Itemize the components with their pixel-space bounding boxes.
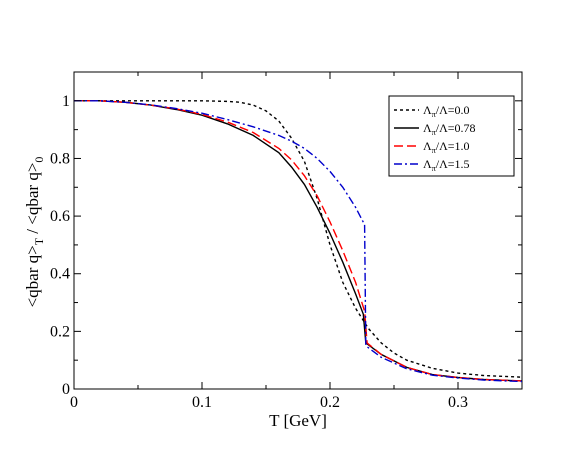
y-label-main: <qbar q> <box>23 245 42 307</box>
y-tick-label: 0 <box>62 381 70 398</box>
x-tick-label: 0.1 <box>192 394 212 411</box>
y-axis-label: <qbar q>T / <qbar q>0 <box>23 157 46 308</box>
y-label-mid: / <qbar q> <box>23 163 42 238</box>
y-tick-label: 0.4 <box>50 266 70 283</box>
x-axis: 0 0.1 0.2 0.3 <box>70 72 468 411</box>
legend-label-0: Λπ/Λ=0.0 <box>423 103 470 119</box>
legend: Λπ/Λ=0.0 Λπ/Λ=0.78 Λπ/Λ=1.0 Λπ/Λ=1.5 <box>388 95 515 177</box>
series-line-3 <box>74 100 523 383</box>
y-tick-label: 0.8 <box>50 150 70 167</box>
legend-label-3: Λπ/Λ=1.5 <box>423 157 470 173</box>
y-label-sub-2: 0 <box>32 157 46 163</box>
y-tick-label: 1 <box>62 93 70 110</box>
legend-box <box>388 95 515 177</box>
x-tick-label: 0.2 <box>320 394 340 411</box>
plot-frame <box>73 71 523 390</box>
x-tick-label: 0.3 <box>448 394 468 411</box>
y-tick-label: 0.2 <box>50 323 70 340</box>
legend-label-2: Λπ/Λ=1.0 <box>423 139 470 155</box>
legend-label-1: Λπ/Λ=0.78 <box>423 121 476 137</box>
y-tick-label: 0.6 <box>50 208 70 225</box>
plot-area <box>73 71 523 390</box>
y-axis: 0 0.2 0.4 0.6 0.8 1 <box>50 71 522 398</box>
series-line-2 <box>74 100 523 382</box>
y-label-sub-1: T <box>32 237 46 245</box>
x-tick-label: 0 <box>70 394 78 411</box>
x-axis-label: T [GeV] <box>269 411 327 430</box>
